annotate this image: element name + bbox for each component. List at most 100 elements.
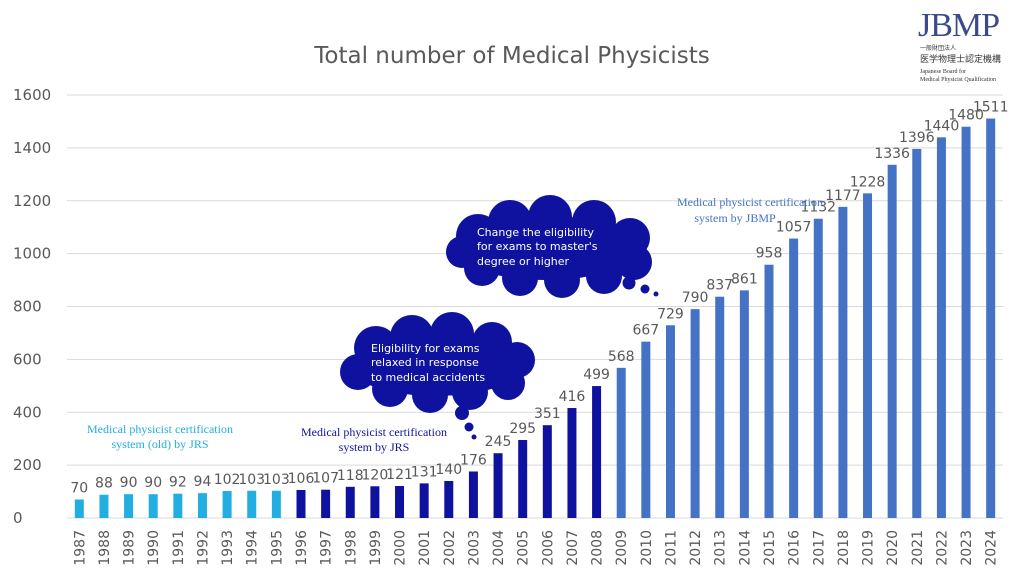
annotation-jbmp-line2: system by JBMP [694, 211, 776, 225]
data-label: 121 [386, 467, 413, 483]
bar [567, 408, 577, 518]
annotation-jbmp: Medical physicist certification system b… [677, 195, 823, 225]
bar [99, 494, 109, 518]
logo-org-name-en-2: Medical Physicist Qualification [920, 76, 996, 83]
bubble1-line3: to medical accidents [371, 371, 485, 384]
data-label: 1396 [899, 130, 935, 146]
data-label: 295 [509, 421, 536, 437]
data-label: 118 [337, 468, 364, 484]
y-axis-ticks: 0 200 400 600 800 1000 1200 1400 1600 [13, 86, 51, 527]
x-axis-ticks: 1987 1988 1989 1990 1991 1992 1993 1994 1995 1996… [72, 530, 999, 566]
bar [912, 148, 922, 518]
bar [370, 486, 380, 518]
bubble1-dot-medium [464, 422, 474, 432]
bar [986, 118, 996, 519]
x-tick-label: 1993 [220, 530, 236, 566]
x-tick-label: 2015 [762, 530, 778, 566]
bar [148, 494, 158, 518]
x-tick-label: 1998 [343, 530, 359, 566]
bar [124, 494, 134, 518]
logo-mark: JBMP [918, 7, 999, 44]
x-tick-label: 2021 [910, 530, 926, 566]
bubble1-cloud [340, 312, 535, 413]
y-tick-label: 1200 [13, 192, 51, 210]
bubble2-dot-small [653, 291, 659, 297]
x-tick-label: 2002 [442, 530, 458, 566]
annotation-old-jrs-line2: system (old) by JRS [111, 437, 208, 451]
x-tick-label: 2005 [516, 530, 532, 566]
data-label: 103 [263, 472, 290, 488]
bar [665, 325, 675, 518]
data-label: 176 [460, 452, 487, 468]
bar [271, 490, 281, 518]
bar [468, 471, 478, 518]
data-label: 131 [411, 464, 438, 480]
data-label: 94 [194, 474, 212, 490]
bar [296, 489, 306, 518]
bar [173, 493, 183, 518]
x-tick-label: 2012 [688, 530, 704, 566]
data-label: 958 [756, 246, 783, 262]
x-tick-label: 1991 [171, 530, 187, 566]
data-label: 351 [534, 406, 561, 422]
data-label: 1132 [800, 200, 836, 216]
bubble1-dot-small [471, 434, 477, 440]
data-label: 790 [682, 290, 709, 306]
data-label: 140 [435, 462, 462, 478]
x-tick-label: 2000 [393, 530, 409, 566]
bubble2-line2: for exams to master's [477, 240, 598, 253]
bar [961, 126, 971, 518]
bar [887, 164, 897, 519]
data-label: 568 [608, 349, 635, 365]
x-tick-label: 1994 [245, 530, 261, 566]
bar [616, 367, 626, 518]
data-label: 92 [169, 475, 187, 491]
x-tick-label: 2003 [466, 530, 482, 566]
bar [764, 264, 774, 518]
bar [838, 206, 848, 518]
data-label: 837 [706, 278, 733, 294]
x-tick-label: 2020 [885, 530, 901, 566]
thought-bubble-1: Eligibility for exams relaxed in respons… [340, 312, 535, 440]
gridlines [67, 94, 1003, 519]
bubble2-line3: degree or higher [477, 255, 570, 268]
bubble1-line1: Eligibility for exams [371, 342, 480, 355]
x-tick-label: 2016 [787, 530, 803, 566]
bar [813, 218, 823, 519]
data-label: 667 [632, 323, 659, 339]
annotation-jrs-line2: system by JRS [339, 440, 410, 454]
data-label: 90 [120, 475, 138, 491]
x-tick-label: 1999 [368, 530, 384, 566]
bar [542, 425, 552, 518]
bubble1-dot-large [455, 406, 469, 420]
logo-org-name-en-1: Japanese Board for [920, 68, 966, 75]
y-tick-label: 400 [13, 403, 42, 421]
x-tick-label: 2011 [663, 530, 679, 566]
thought-bubble-2: Change the eligibility for exams to mast… [446, 195, 659, 298]
x-tick-label: 1992 [195, 530, 211, 566]
bar [419, 483, 429, 518]
x-tick-label: 1990 [146, 530, 162, 566]
bar [739, 290, 749, 518]
data-label: 861 [731, 271, 758, 287]
x-tick-label: 2024 [984, 530, 1000, 566]
x-tick-label: 1995 [269, 530, 285, 566]
x-tick-label: 2007 [565, 530, 581, 566]
y-tick-label: 800 [13, 298, 42, 316]
data-label: 102 [214, 472, 241, 488]
bar [715, 296, 725, 518]
bubble2-dot-medium [640, 284, 650, 294]
data-label: 1336 [874, 146, 910, 162]
bar [518, 440, 528, 518]
y-tick-label: 1000 [13, 245, 51, 263]
data-label: 90 [144, 475, 162, 491]
bubble1-line2: relaxed in response [371, 356, 479, 369]
data-label: 245 [485, 434, 512, 450]
data-label: 416 [559, 389, 586, 405]
x-tick-label: 1989 [122, 530, 138, 566]
x-tick-label: 1997 [319, 530, 335, 566]
bar [936, 137, 946, 519]
data-labels: 70 88 90 90 92 94 1021031031061071181201211311… [70, 100, 1008, 497]
logo-org-prefix: 一般財団法人 [920, 44, 956, 52]
